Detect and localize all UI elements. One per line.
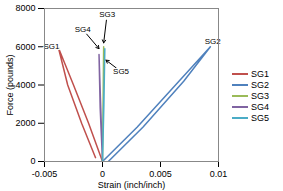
- html-text:SG4: SG4: [251, 101, 269, 112]
- svg-text:Force (pounds): Force (pounds): [5, 54, 15, 115]
- svg-text:Strain (inch/inch): Strain (inch/inch): [98, 180, 166, 190]
- svg-text:SG2: SG2: [204, 36, 221, 46]
- svg-text:6000: 6000: [15, 42, 35, 52]
- svg-text:4000: 4000: [15, 80, 35, 90]
- svg-text:SG3: SG3: [99, 10, 116, 19]
- html-text:SG3: SG3: [251, 90, 269, 101]
- svg-text:SG5: SG5: [113, 67, 130, 76]
- svg-text:0: 0: [100, 169, 105, 179]
- svg-text:0.005: 0.005: [149, 169, 172, 179]
- svg-text:8000: 8000: [15, 3, 35, 13]
- html-text:SG2: SG2: [251, 79, 269, 90]
- svg-text:SG4: SG4: [75, 25, 92, 34]
- html-text:SG1: SG1: [251, 68, 269, 79]
- svg-text:0.01: 0.01: [210, 169, 228, 179]
- svg-text:SG1: SG1: [43, 42, 60, 51]
- html-text:SG5: SG5: [251, 112, 269, 123]
- svg-text:-0.005: -0.005: [32, 169, 58, 179]
- svg-text:2000: 2000: [15, 118, 35, 128]
- svg-text:0: 0: [30, 156, 35, 166]
